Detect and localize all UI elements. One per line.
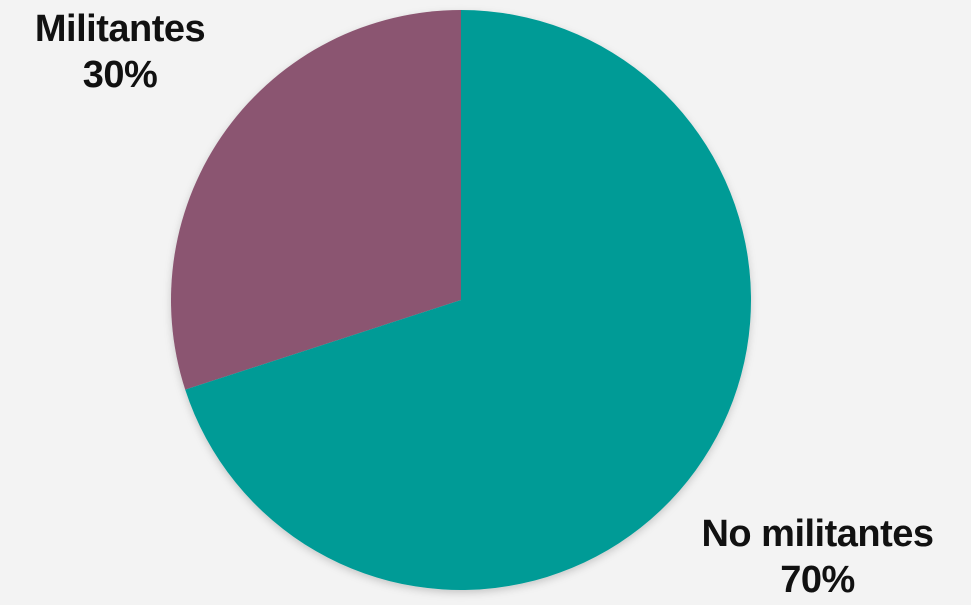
slice-label-no-militantes: No militantes 70% [664, 511, 971, 603]
slice-value-no-militantes: 70% [780, 559, 855, 601]
slice-label-militantes: Militantes 30% [0, 6, 240, 98]
pie-slice-no-militantes [185, 10, 751, 590]
slice-name-militantes: Militantes [34, 8, 206, 50]
pie-slices [170, 10, 751, 590]
slice-value-militantes: 30% [82, 54, 158, 96]
pie-slice-militantes [170, 10, 462, 390]
slice-name-no-militantes: No militantes [701, 513, 934, 555]
